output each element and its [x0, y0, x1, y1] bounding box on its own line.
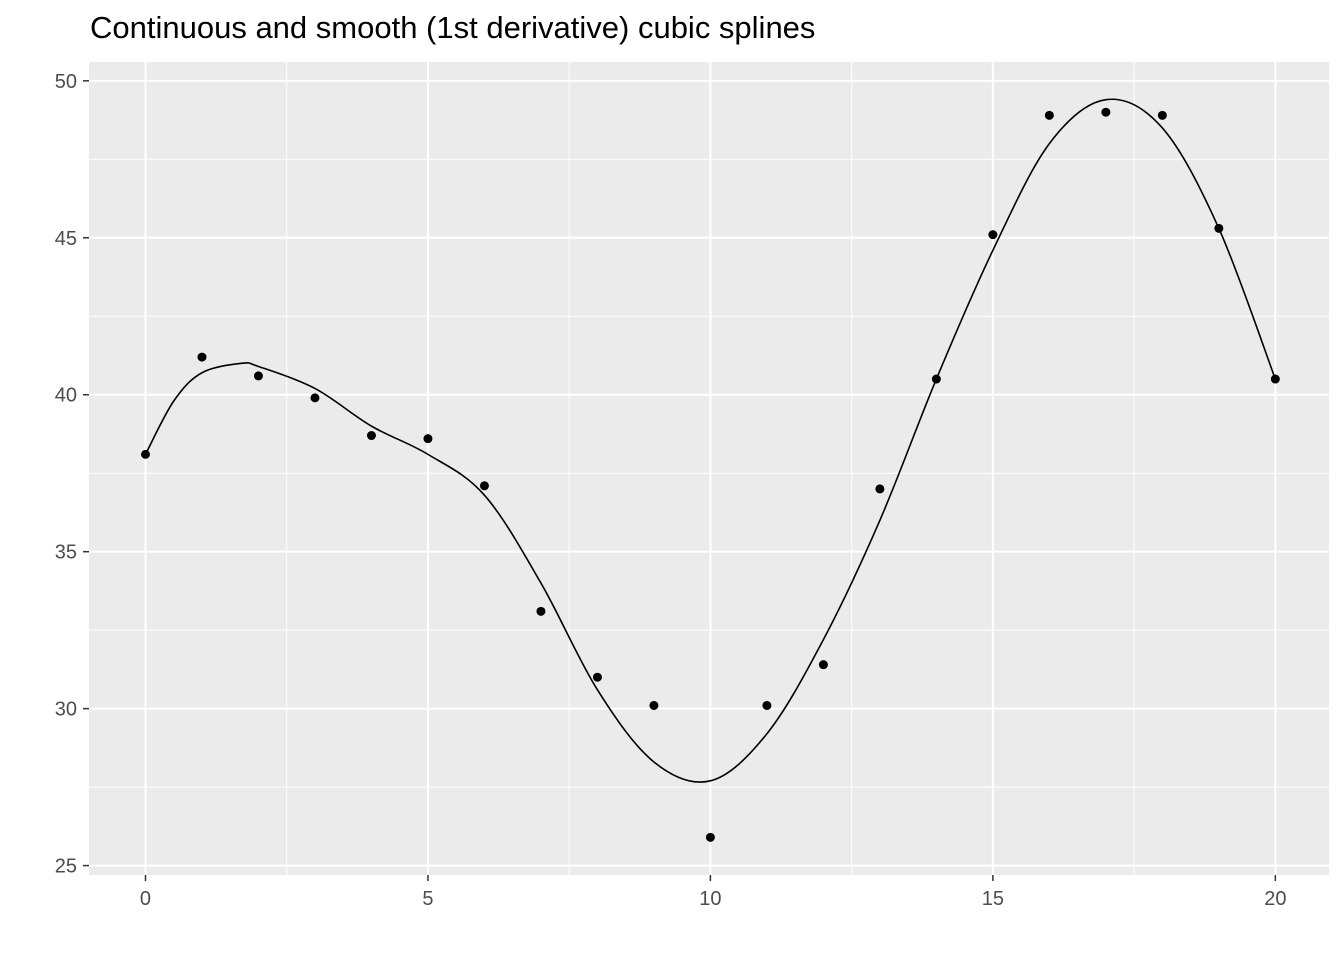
data-point — [197, 352, 207, 362]
data-points — [140, 107, 1280, 842]
data-point — [1044, 110, 1054, 120]
data-point — [140, 449, 150, 459]
y-tick-label: 40 — [55, 385, 77, 407]
grid-minor — [89, 62, 1329, 875]
data-point — [1270, 374, 1280, 384]
data-point — [649, 700, 659, 710]
data-point — [1157, 110, 1167, 120]
data-point — [988, 230, 998, 240]
data-point — [762, 700, 772, 710]
data-point — [875, 484, 885, 494]
x-tick-label: 10 — [699, 888, 721, 910]
y-tick-label: 30 — [55, 699, 77, 721]
data-point — [310, 393, 320, 403]
spline-line — [144, 98, 1277, 783]
data-point — [253, 371, 263, 381]
data-point — [536, 606, 546, 616]
y-tick-label: 50 — [55, 71, 77, 93]
x-tick-label: 5 — [422, 888, 433, 910]
data-point — [592, 672, 602, 682]
grid-major — [89, 62, 1329, 875]
x-axis: 0 5 10 15 20 — [140, 875, 1286, 910]
y-tick-label: 35 — [55, 542, 77, 564]
data-point — [423, 434, 433, 444]
y-axis: 25 30 35 40 45 50 — [55, 71, 89, 878]
chart-title: Continuous and smooth (1st derivative) c… — [90, 10, 816, 45]
data-point — [366, 431, 376, 441]
y-tick-label: 45 — [55, 228, 77, 250]
data-point — [479, 481, 489, 491]
data-point — [1214, 223, 1224, 233]
x-tick-label: 0 — [140, 888, 151, 910]
plot-panel — [89, 62, 1329, 875]
data-point — [705, 832, 715, 842]
data-point — [931, 374, 941, 384]
data-point — [818, 660, 828, 670]
x-tick-label: 15 — [982, 888, 1004, 910]
y-tick-label: 25 — [55, 856, 77, 878]
data-point — [1101, 107, 1111, 117]
x-tick-label: 20 — [1264, 888, 1286, 910]
